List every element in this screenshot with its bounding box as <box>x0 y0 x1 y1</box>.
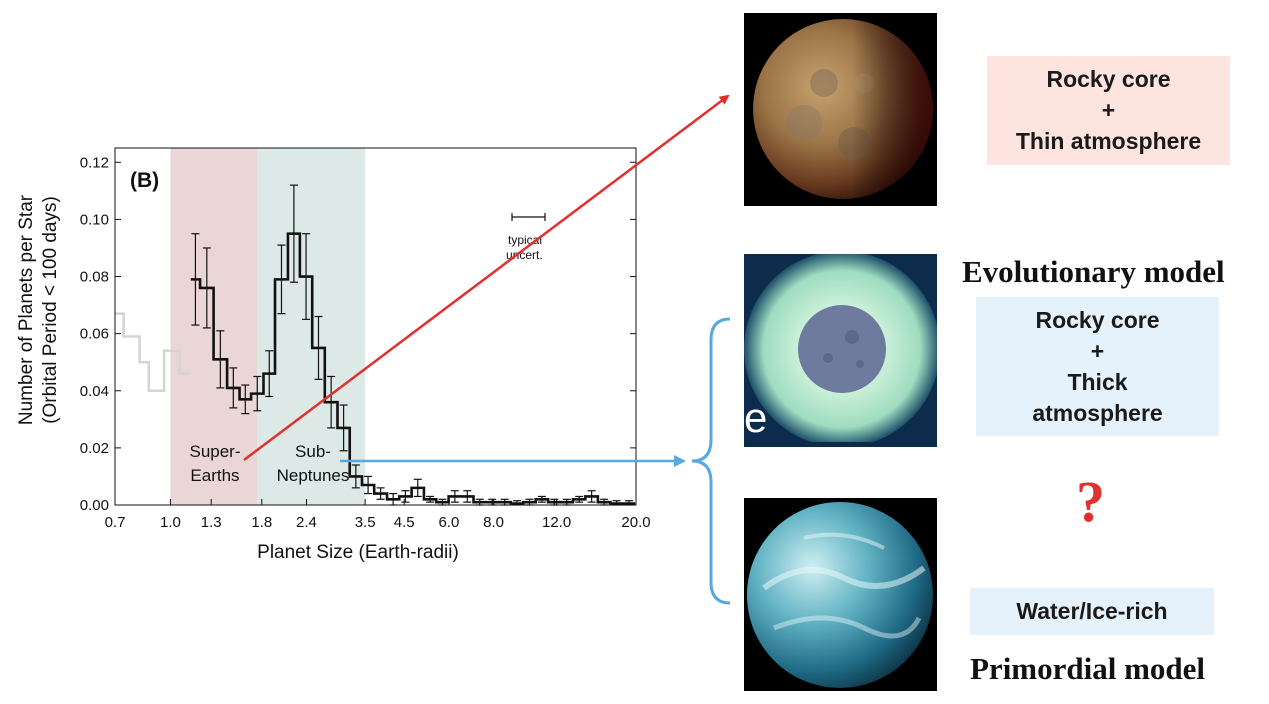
y-tick-label: 0.10 <box>80 211 109 228</box>
y-tick-label: 0.04 <box>80 383 109 400</box>
x-tick-label: 1.8 <box>251 514 272 531</box>
histogram-chart: 0.00 0.02 0.04 0.06 0.08 0.10 0.12 0.7 1.0 1.3 1.8… <box>16 147 651 563</box>
y-tick-label: 0.12 <box>80 154 109 171</box>
red-arrow <box>243 94 730 461</box>
plot-frame <box>114 147 637 506</box>
y-tick-label: 0.06 <box>80 326 109 343</box>
primordial-model-title: Primordial model <box>970 651 1206 686</box>
rocky-thick-line4: atmosphere <box>1032 399 1163 426</box>
water-ice-box: Water/Ice-rich <box>970 588 1214 635</box>
rocky-thick-line2: + <box>1090 337 1105 364</box>
rocky-thick-box: Rocky core + Thick atmosphere <box>976 297 1219 436</box>
rocky-planet-image <box>744 13 937 206</box>
sub-neptunes-label-2: Neptunes <box>277 466 350 485</box>
uncert-label-2: uncert. <box>506 248 543 262</box>
rocky-thin-line3: Thin atmosphere <box>1015 128 1202 154</box>
planet-glow-letter: e <box>744 394 768 441</box>
evolutionary-model-title: Evolutionary model <box>962 254 1225 289</box>
rocky-thin-line2: + <box>1101 97 1116 123</box>
rocky-thick-line1: Rocky core <box>1035 306 1160 333</box>
x-tick-label: 8.0 <box>483 514 504 531</box>
x-tick-label: 12.0 <box>542 514 571 531</box>
histogram-line <box>190 232 636 505</box>
incomplete-histogram-line <box>115 312 191 393</box>
sub-neptunes-label-1: Sub- <box>295 442 331 461</box>
y-tick-label: 0.08 <box>80 269 109 286</box>
blue-brace <box>691 317 731 605</box>
water-ice-label: Water/Ice-rich <box>1016 598 1168 624</box>
x-tick-label: 1.3 <box>201 514 222 531</box>
rocky-thin-line1: Rocky core <box>1046 66 1171 92</box>
x-tick-label: 20.0 <box>621 514 650 531</box>
thick-atmosphere-planet-image: e <box>744 254 937 447</box>
super-earths-label-2: Earths <box>190 466 239 485</box>
question-mark: ? <box>1076 469 1105 534</box>
panel-label: (B) <box>130 169 159 192</box>
y-tick-label: 0.02 <box>80 440 109 457</box>
y-tick-label: 0.00 <box>80 497 109 514</box>
y-axis-title-2: (Orbital Period < 100 days) <box>40 196 61 424</box>
super-earths-label-1: Super- <box>189 442 240 461</box>
water-planet-image <box>744 498 937 691</box>
x-tick-label: 0.7 <box>105 514 126 531</box>
rocky-thin-box: Rocky core + Thin atmosphere <box>987 56 1230 165</box>
x-tick-label: 2.4 <box>296 514 317 531</box>
x-tick-label: 3.5 <box>355 514 376 531</box>
x-tick-label: 4.5 <box>394 514 415 531</box>
rocky-thick-line3: Thick <box>1067 368 1128 395</box>
x-tick-label: 1.0 <box>160 514 181 531</box>
x-axis-title: Planet Size (Earth-radii) <box>257 542 459 563</box>
y-axis-title-1: Number of Planets per Star <box>16 194 37 425</box>
x-tick-label: 6.0 <box>438 514 459 531</box>
tick-labels: 0.00 0.02 0.04 0.06 0.08 0.10 0.12 0.7 1.0 1.3 1.8… <box>80 154 651 531</box>
